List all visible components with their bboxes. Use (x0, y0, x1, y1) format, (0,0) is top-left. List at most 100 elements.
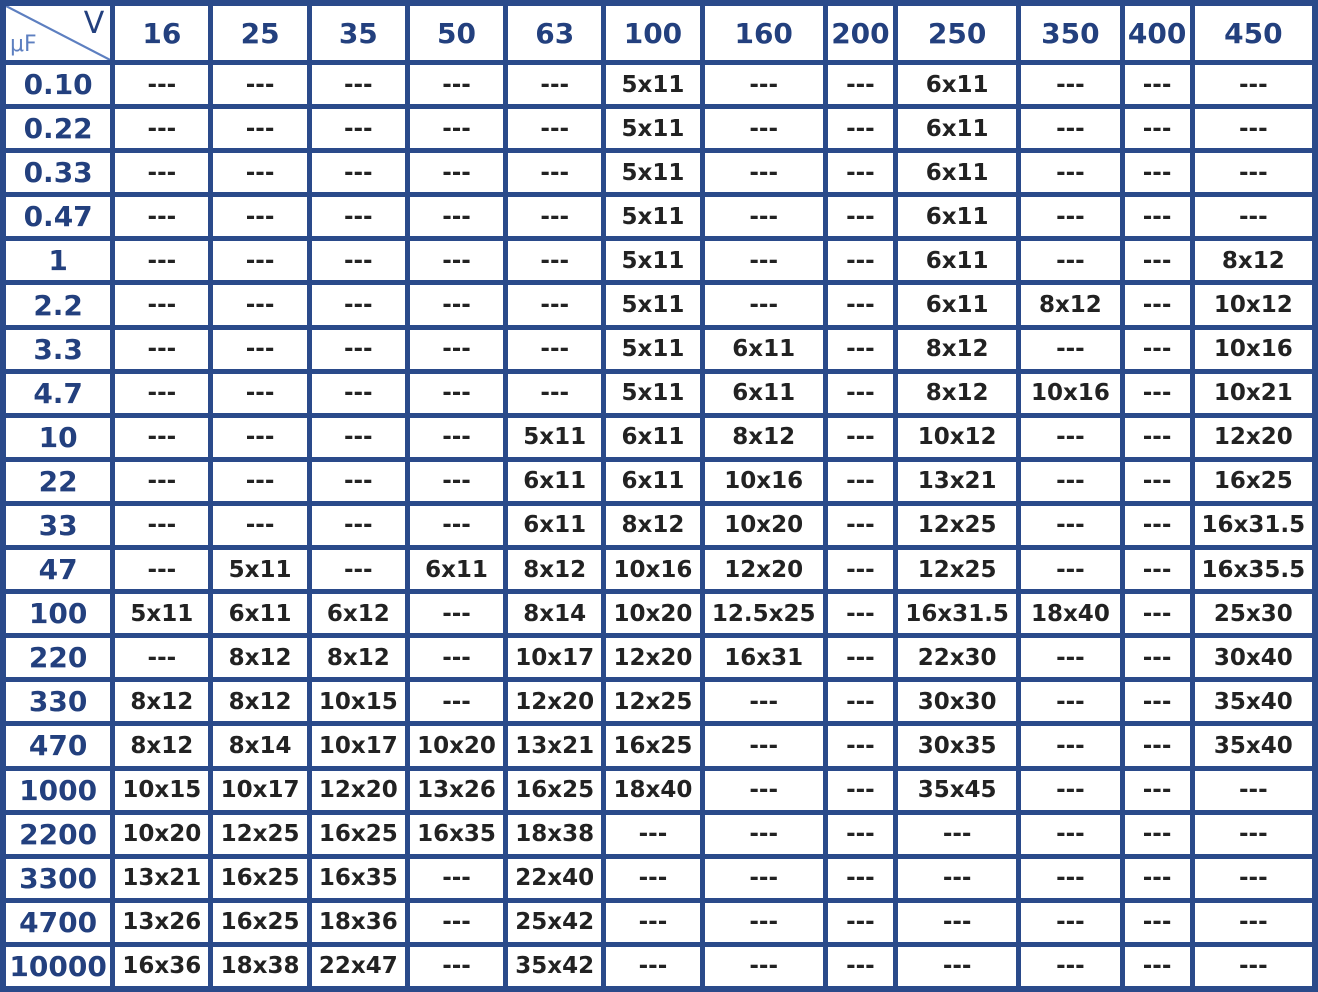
case-size-cell: --- (114, 284, 210, 326)
case-size-cell: --- (408, 152, 505, 194)
case-size-cell: --- (310, 240, 406, 282)
case-size-cell: 35x40 (1193, 725, 1313, 767)
case-size-cell: 12x25 (212, 813, 308, 855)
table-row: 3.3 --- --- --- --- --- 5x11 6x11 --- 8x12 --- --- 1… (5, 328, 1313, 370)
capacitance-value: 330 (5, 681, 112, 723)
case-size-cell: 22x30 (897, 637, 1018, 679)
case-size-cell: 5x11 (605, 152, 701, 194)
case-size-cell: --- (703, 196, 824, 238)
case-size-cell: 16x31.5 (897, 593, 1018, 635)
case-size-cell: --- (703, 769, 824, 811)
case-size-cell: 12.5x25 (703, 593, 824, 635)
case-size-cell: 5x11 (114, 593, 210, 635)
capacitance-value: 0.47 (5, 196, 112, 238)
voltage-header: 200 (826, 5, 894, 61)
case-size-cell: 8x12 (605, 504, 701, 547)
case-size-cell: --- (897, 945, 1018, 987)
case-size-cell: --- (408, 637, 505, 679)
table-row: 220 --- 8x12 8x12 --- 10x17 12x20 16x31 --- 22x30… (5, 637, 1313, 679)
case-size-cell: --- (212, 328, 308, 370)
case-size-cell: --- (114, 328, 210, 370)
capacitance-value: 470 (5, 725, 112, 767)
case-size-cell: 6x11 (605, 416, 701, 458)
case-size-cell: --- (212, 504, 308, 547)
case-size-cell: 10x20 (605, 593, 701, 635)
case-size-cell: --- (114, 416, 210, 458)
table-row: 3300 13x21 16x25 16x35 --- 22x40 --- --- --- --- -… (5, 857, 1313, 899)
case-size-cell: --- (1020, 901, 1121, 943)
case-size-cell: 5x11 (212, 549, 308, 591)
case-size-cell: 16x35 (310, 857, 406, 899)
table-row: 1 --- --- --- --- --- 5x11 --- --- 6x11 --- --- 8x12 (5, 240, 1313, 282)
case-size-cell: --- (310, 416, 406, 458)
case-size-cell: --- (310, 372, 406, 414)
case-size-cell: 16x35.5 (1193, 549, 1313, 591)
case-size-cell: --- (1020, 328, 1121, 370)
case-size-cell: --- (605, 813, 701, 855)
case-size-cell: 5x11 (507, 416, 603, 458)
case-size-cell: --- (1020, 460, 1121, 502)
case-size-cell: --- (1020, 769, 1121, 811)
case-size-cell: --- (310, 108, 406, 150)
case-size-cell: --- (310, 284, 406, 326)
case-size-cell: --- (408, 196, 505, 238)
case-size-cell: --- (1123, 284, 1191, 326)
case-size-cell: 6x11 (507, 460, 603, 502)
case-size-cell: --- (1193, 857, 1313, 899)
case-size-cell: 8x14 (507, 593, 603, 635)
case-size-cell: --- (1123, 196, 1191, 238)
case-size-cell: 10x15 (310, 681, 406, 723)
capacitance-value: 2200 (5, 813, 112, 855)
case-size-cell: --- (826, 945, 894, 987)
case-size-cell: --- (1193, 901, 1313, 943)
voltage-header: 63 (507, 5, 603, 61)
case-size-cell: --- (408, 284, 505, 326)
case-size-cell: --- (114, 240, 210, 282)
case-size-cell: 8x12 (114, 725, 210, 767)
case-size-cell: 12x20 (1193, 416, 1313, 458)
case-size-cell: 8x12 (507, 549, 603, 591)
case-size-cell: 8x14 (212, 725, 308, 767)
case-size-cell: --- (605, 945, 701, 987)
case-size-cell: 10x12 (1193, 284, 1313, 326)
case-size-cell: --- (1123, 769, 1191, 811)
case-size-cell: --- (114, 460, 210, 502)
table-row: 22 --- --- --- --- 6x11 6x11 10x16 --- 13x21 --- --… (5, 460, 1313, 502)
case-size-cell: 13x26 (408, 769, 505, 811)
case-size-cell: --- (826, 460, 894, 502)
case-size-cell: --- (1193, 813, 1313, 855)
case-size-cell: --- (212, 108, 308, 150)
case-size-cell: --- (114, 152, 210, 194)
case-size-cell: --- (1123, 372, 1191, 414)
capacitance-value: 1000 (5, 769, 112, 811)
case-size-cell: 16x25 (507, 769, 603, 811)
case-size-cell: --- (1123, 725, 1191, 767)
case-size-cell: 10x20 (703, 504, 824, 547)
case-size-cell: --- (826, 284, 894, 326)
case-size-cell: --- (826, 240, 894, 282)
case-size-cell: --- (212, 152, 308, 194)
case-size-cell: 8x12 (897, 328, 1018, 370)
case-size-cell: --- (826, 901, 894, 943)
case-size-cell: 13x21 (507, 725, 603, 767)
voltage-header-row: μF V 16 25 35 50 63 100 160 200 250 350 … (5, 5, 1313, 61)
case-size-cell: --- (310, 152, 406, 194)
case-size-cell: --- (408, 460, 505, 502)
voltage-header: 160 (703, 5, 824, 61)
case-size-cell: --- (1020, 549, 1121, 591)
case-size-cell: 5x11 (605, 328, 701, 370)
capacitance-value: 0.10 (5, 64, 112, 106)
case-size-cell: --- (408, 504, 505, 547)
case-size-cell: 16x36 (114, 945, 210, 987)
case-size-cell: 12x20 (605, 637, 701, 679)
case-size-cell: --- (1193, 769, 1313, 811)
case-size-cell: --- (507, 152, 603, 194)
case-size-cell: --- (703, 284, 824, 326)
case-size-cell: 16x25 (310, 813, 406, 855)
voltage-header: 250 (897, 5, 1018, 61)
case-size-cell: --- (212, 372, 308, 414)
case-size-cell: --- (1123, 593, 1191, 635)
case-size-cell: 12x25 (605, 681, 701, 723)
case-size-cell: --- (826, 637, 894, 679)
case-size-cell: --- (826, 372, 894, 414)
